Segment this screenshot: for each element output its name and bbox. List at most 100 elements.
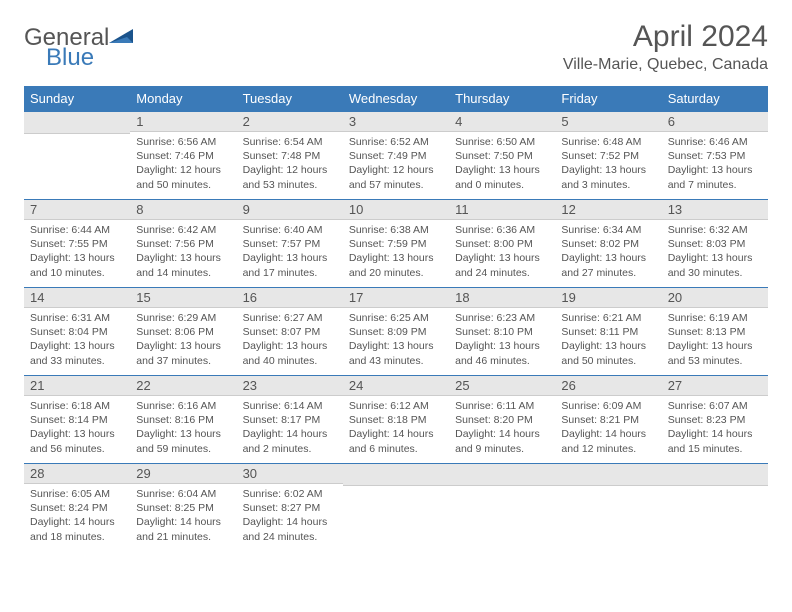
day-number: 1 [130,111,236,132]
day-details: Sunrise: 6:46 AMSunset: 7:53 PMDaylight:… [662,132,768,196]
day-number: 7 [24,199,130,220]
sunrise-line: Sunrise: 6:38 AM [349,223,443,237]
calendar-cell [343,463,449,551]
daylight-line1: Daylight: 13 hours [561,163,655,177]
calendar-cell [24,111,130,199]
daylight-line2: and 0 minutes. [455,178,549,192]
day-details: Sunrise: 6:31 AMSunset: 8:04 PMDaylight:… [24,308,130,372]
day-details: Sunrise: 6:56 AMSunset: 7:46 PMDaylight:… [130,132,236,196]
sunrise-line: Sunrise: 6:12 AM [349,399,443,413]
sunset-line: Sunset: 8:24 PM [30,501,124,515]
day-details: Sunrise: 6:14 AMSunset: 8:17 PMDaylight:… [237,396,343,460]
day-details: Sunrise: 6:12 AMSunset: 8:18 PMDaylight:… [343,396,449,460]
sunrise-line: Sunrise: 6:25 AM [349,311,443,325]
daylight-line1: Daylight: 13 hours [136,339,230,353]
sunset-line: Sunset: 8:04 PM [30,325,124,339]
daylight-line1: Daylight: 14 hours [349,427,443,441]
sunrise-line: Sunrise: 6:50 AM [455,135,549,149]
sunrise-line: Sunrise: 6:21 AM [561,311,655,325]
daylight-line2: and 24 minutes. [243,530,337,544]
calendar-cell: 6Sunrise: 6:46 AMSunset: 7:53 PMDaylight… [662,111,768,199]
daylight-line1: Daylight: 13 hours [136,251,230,265]
daylight-line1: Daylight: 13 hours [243,339,337,353]
sunrise-line: Sunrise: 6:19 AM [668,311,762,325]
calendar-table: SundayMondayTuesdayWednesdayThursdayFrid… [24,86,768,551]
sunset-line: Sunset: 8:20 PM [455,413,549,427]
daylight-line1: Daylight: 14 hours [136,515,230,529]
day-number: 6 [662,111,768,132]
sunrise-line: Sunrise: 6:46 AM [668,135,762,149]
day-number: 19 [555,287,661,308]
day-details: Sunrise: 6:27 AMSunset: 8:07 PMDaylight:… [237,308,343,372]
calendar-cell: 28Sunrise: 6:05 AMSunset: 8:24 PMDayligh… [24,463,130,551]
empty-day-header [24,111,130,134]
calendar-cell [449,463,555,551]
day-details: Sunrise: 6:16 AMSunset: 8:16 PMDaylight:… [130,396,236,460]
location-text: Ville-Marie, Quebec, Canada [563,56,768,74]
calendar-cell: 5Sunrise: 6:48 AMSunset: 7:52 PMDaylight… [555,111,661,199]
day-details: Sunrise: 6:09 AMSunset: 8:21 PMDaylight:… [555,396,661,460]
sunset-line: Sunset: 8:02 PM [561,237,655,251]
day-number: 15 [130,287,236,308]
daylight-line2: and 56 minutes. [30,442,124,456]
calendar-cell: 30Sunrise: 6:02 AMSunset: 8:27 PMDayligh… [237,463,343,551]
calendar-cell: 21Sunrise: 6:18 AMSunset: 8:14 PMDayligh… [24,375,130,463]
day-number: 9 [237,199,343,220]
weekday-header: Sunday [24,86,130,111]
weekday-header: Friday [555,86,661,111]
daylight-line1: Daylight: 13 hours [455,339,549,353]
day-number: 26 [555,375,661,396]
daylight-line2: and 17 minutes. [243,266,337,280]
daylight-line1: Daylight: 13 hours [668,251,762,265]
sunrise-line: Sunrise: 6:36 AM [455,223,549,237]
daylight-line2: and 53 minutes. [668,354,762,368]
calendar-cell: 1Sunrise: 6:56 AMSunset: 7:46 PMDaylight… [130,111,236,199]
day-number: 8 [130,199,236,220]
daylight-line1: Daylight: 14 hours [243,427,337,441]
weekday-header-row: SundayMondayTuesdayWednesdayThursdayFrid… [24,86,768,111]
weekday-header: Monday [130,86,236,111]
daylight-line1: Daylight: 12 hours [349,163,443,177]
daylight-line1: Daylight: 13 hours [561,251,655,265]
daylight-line1: Daylight: 14 hours [243,515,337,529]
sunrise-line: Sunrise: 6:29 AM [136,311,230,325]
daylight-line1: Daylight: 13 hours [668,163,762,177]
calendar-cell: 3Sunrise: 6:52 AMSunset: 7:49 PMDaylight… [343,111,449,199]
day-number: 3 [343,111,449,132]
day-details: Sunrise: 6:44 AMSunset: 7:55 PMDaylight:… [24,220,130,284]
daylight-line2: and 57 minutes. [349,178,443,192]
sunset-line: Sunset: 8:16 PM [136,413,230,427]
calendar-cell: 25Sunrise: 6:11 AMSunset: 8:20 PMDayligh… [449,375,555,463]
sunset-line: Sunset: 8:10 PM [455,325,549,339]
daylight-line1: Daylight: 14 hours [30,515,124,529]
day-details: Sunrise: 6:21 AMSunset: 8:11 PMDaylight:… [555,308,661,372]
sunrise-line: Sunrise: 6:32 AM [668,223,762,237]
calendar-row: 1Sunrise: 6:56 AMSunset: 7:46 PMDaylight… [24,111,768,199]
month-title: April 2024 [563,20,768,54]
day-number: 18 [449,287,555,308]
daylight-line1: Daylight: 14 hours [668,427,762,441]
day-details: Sunrise: 6:52 AMSunset: 7:49 PMDaylight:… [343,132,449,196]
sunset-line: Sunset: 8:00 PM [455,237,549,251]
calendar-cell: 26Sunrise: 6:09 AMSunset: 8:21 PMDayligh… [555,375,661,463]
daylight-line2: and 50 minutes. [561,354,655,368]
daylight-line2: and 3 minutes. [561,178,655,192]
sunset-line: Sunset: 8:13 PM [668,325,762,339]
daylight-line1: Daylight: 13 hours [349,339,443,353]
day-details: Sunrise: 6:19 AMSunset: 8:13 PMDaylight:… [662,308,768,372]
sunset-line: Sunset: 8:11 PM [561,325,655,339]
sunset-line: Sunset: 8:14 PM [30,413,124,427]
calendar-cell: 13Sunrise: 6:32 AMSunset: 8:03 PMDayligh… [662,199,768,287]
sunrise-line: Sunrise: 6:34 AM [561,223,655,237]
day-details: Sunrise: 6:11 AMSunset: 8:20 PMDaylight:… [449,396,555,460]
sunrise-line: Sunrise: 6:44 AM [30,223,124,237]
daylight-line1: Daylight: 13 hours [561,339,655,353]
day-details: Sunrise: 6:29 AMSunset: 8:06 PMDaylight:… [130,308,236,372]
daylight-line2: and 18 minutes. [30,530,124,544]
sunset-line: Sunset: 7:55 PM [30,237,124,251]
calendar-cell: 10Sunrise: 6:38 AMSunset: 7:59 PMDayligh… [343,199,449,287]
sunset-line: Sunset: 7:46 PM [136,149,230,163]
day-number: 2 [237,111,343,132]
calendar-cell: 11Sunrise: 6:36 AMSunset: 8:00 PMDayligh… [449,199,555,287]
daylight-line1: Daylight: 13 hours [30,251,124,265]
